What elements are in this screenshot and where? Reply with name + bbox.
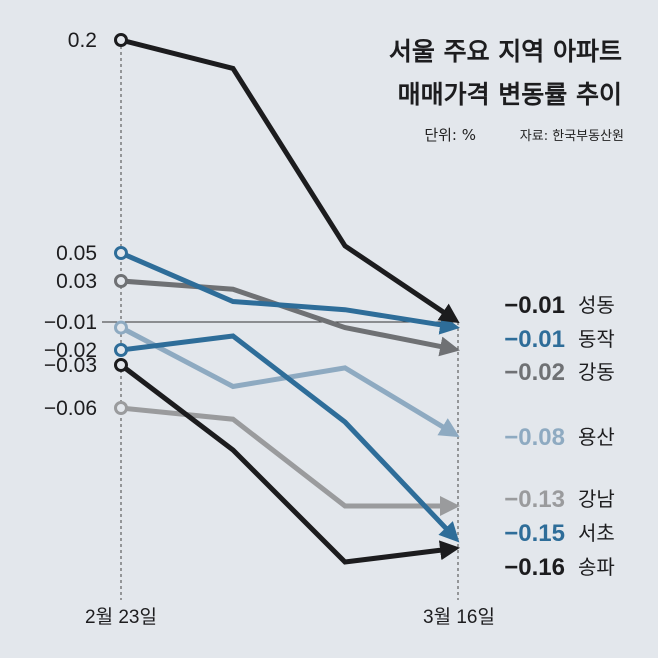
source-label: 자료: 한국부동산원 <box>520 129 624 144</box>
chart-title-line2: 매매가격 변동률 추이 <box>398 80 622 109</box>
series-line-성동 <box>120 37 460 324</box>
axes: 0.2 0.05 0.03 −0.01 −0.02−0.03 −0.06 2월 23일 3월 … <box>44 29 495 628</box>
x-tick-label: 3월 16일 <box>423 606 495 628</box>
y-tick-label: 0.2 <box>68 29 97 52</box>
end-value-label: −0.16 <box>504 554 565 581</box>
series-name-label: 용산 <box>578 425 615 449</box>
series-line-강남 <box>120 405 460 516</box>
y-tick-label: 0.05 <box>56 242 97 265</box>
series-group <box>114 33 461 565</box>
series-start-point-강남 <box>114 401 128 415</box>
series-name-label: 송파 <box>578 555 615 579</box>
series-start-point-성동 <box>114 33 128 47</box>
end-value-label: −0.01 <box>504 292 565 319</box>
series-line-서초 <box>120 333 460 543</box>
chart-title-line1: 서울 주요 지역 아파트 <box>389 37 622 66</box>
end-value-label: −0.08 <box>504 424 565 451</box>
unit-label: 단위: % <box>424 126 476 144</box>
series-name-label: 성동 <box>578 293 615 317</box>
series-start-point-서초 <box>114 343 128 357</box>
y-tick-label: −0.03 <box>44 354 97 377</box>
series-name-label: 강남 <box>578 487 615 511</box>
series-start-point-강동 <box>114 274 128 288</box>
series-line-강동 <box>120 278 461 357</box>
series-name-label: 강동 <box>578 360 615 384</box>
end-value-label: −0.15 <box>504 520 565 547</box>
series-start-point-동작 <box>114 246 128 260</box>
y-tick-label: −0.01 <box>44 311 97 334</box>
series-name-label: 서초 <box>578 521 615 545</box>
end-labels: −0.01 성동 −0.01 동작 −0.02 강동 −0.08 용산 −0.13 강남 −0.15… <box>504 292 615 581</box>
end-value-label: −0.01 <box>504 326 565 353</box>
series-start-point-용산 <box>114 320 128 335</box>
series-start-point-송파 <box>114 358 128 372</box>
y-tick-label: 0.03 <box>56 270 97 293</box>
series-line-송파 <box>119 363 461 565</box>
x-tick-label: 2월 23일 <box>85 606 157 628</box>
y-tick-label: −0.02 <box>44 339 97 362</box>
end-value-label: −0.02 <box>504 359 565 386</box>
y-tick-label: −0.06 <box>44 397 97 420</box>
series-line-동작 <box>120 250 460 335</box>
end-value-label: −0.13 <box>504 486 565 513</box>
series-name-label: 동작 <box>578 327 615 351</box>
